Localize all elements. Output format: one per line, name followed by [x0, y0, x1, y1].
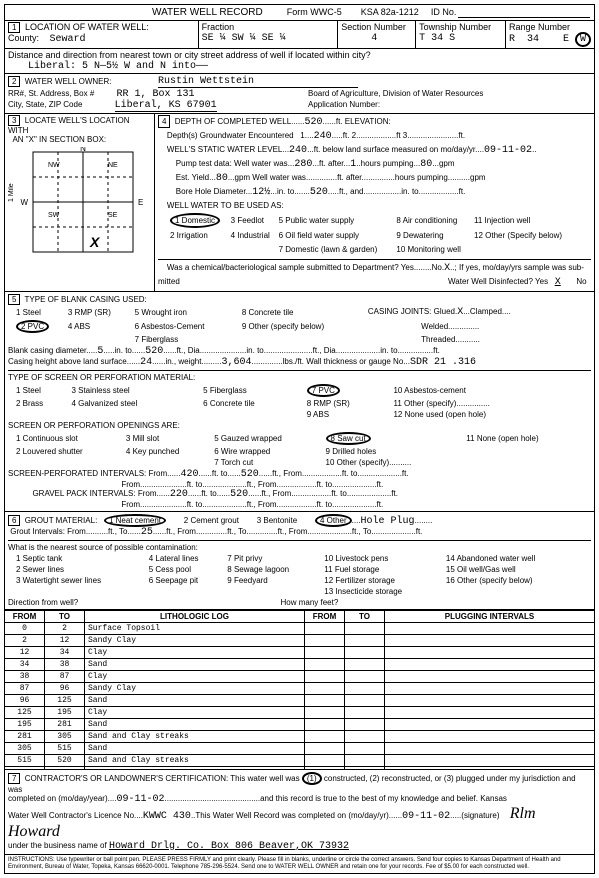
table-row: 281305Sand and Clay streaks [5, 730, 595, 742]
table-row: 515520Sand and Clay streaks [5, 754, 595, 766]
section-6: 6 GROUT MATERIAL: 1 Neat cement 2 Cement… [4, 512, 595, 610]
elev-label: ft. ELEVATION: [336, 117, 391, 126]
static-label: WELL'S STATIC WATER LEVEL [167, 145, 282, 154]
svg-text:NW: NW [48, 162, 60, 169]
township-label: Township Number [419, 22, 491, 32]
fraction-value: SE ¼ SW ¼ SE ¼ [202, 33, 286, 44]
table-row: 8796Sandy Clay [5, 682, 595, 694]
id-label: ID No. [429, 5, 459, 20]
section-3-4: 3 LOCATE WELL'S LOCATION WITH AN "X" IN … [4, 114, 595, 292]
table-row: 1234Clay [5, 646, 595, 658]
table-row: 305515Sand [5, 742, 595, 754]
section-2: 2 WATER WELL OWNER: Rustin Wettstein RR#… [4, 74, 595, 114]
section-label: Section Number [341, 22, 406, 32]
owner-name: Rustin Wettstein [158, 76, 358, 88]
table-row: 212Sandy Clay [5, 634, 595, 646]
lithologic-table: FROM TO LITHOLOGIC LOG FROM TO PLUGGING … [4, 610, 595, 770]
depth-label: DEPTH OF COMPLETED WELL [175, 117, 291, 126]
table-row: 96125Sand [5, 694, 595, 706]
range-value: R 34 E W [509, 34, 591, 45]
board: Board of Agriculture, Division of Water … [308, 89, 483, 98]
svg-text:N: N [80, 147, 86, 153]
form-title: WATER WELL RECORD [150, 5, 265, 20]
svg-text:NE: NE [108, 162, 118, 169]
svg-text:X: X [89, 234, 101, 250]
loc-label: LOCATION OF WATER WELL: [25, 22, 149, 32]
section-grid: N W E NW NE SW SE 1 Mile X [8, 147, 148, 257]
table-row: 02Surface Topsoil [5, 622, 595, 634]
addr-value: RR 1, Box 131 [117, 89, 195, 100]
ksa: KSA 82a-1212 [359, 5, 421, 20]
table-row: 3887Clay [5, 670, 595, 682]
township-value: T 34 S [419, 33, 455, 44]
svg-text:W: W [20, 198, 28, 207]
table-row: 3438Sand [5, 658, 595, 670]
fraction-label: Fraction [202, 22, 235, 32]
owner-label: WATER WELL OWNER: [25, 77, 112, 86]
footer: INSTRUCTIONS: Use typewriter or ball poi… [4, 855, 595, 874]
section-num-1: 1 [8, 22, 20, 33]
svg-text:1 Mile: 1 Mile [8, 183, 15, 202]
svg-text:SW: SW [48, 212, 60, 219]
app-label: Application Number: [308, 100, 380, 109]
section-value: 4 [371, 33, 377, 44]
section-num-6: 6 [8, 515, 20, 526]
city-label: City, State, ZIP Code [8, 100, 82, 109]
dist-label: Distance and direction from nearest town… [8, 50, 371, 60]
table-row: 195281Sand [5, 718, 595, 730]
city-value: Liberal, KS 67901 [115, 100, 217, 112]
section-num-3: 3 [8, 115, 20, 126]
section-1-header: 1 LOCATION OF WATER WELL: County: Seward… [4, 20, 595, 48]
section-7: 7 CONTRACTOR'S OR LANDOWNER'S CERTIFICAT… [4, 770, 595, 855]
county-value: Seward [50, 34, 86, 45]
title-row: WATER WELL RECORD Form WWC-5 KSA 82a-121… [4, 4, 595, 20]
dist-value: Liberal: 5 N—5½ W and N into—— [28, 61, 208, 72]
section-num-7: 7 [8, 773, 20, 784]
section-num-4: 4 [158, 115, 170, 128]
range-label: Range Number [509, 22, 570, 32]
use-label: WELL WATER TO BE USED AS: [167, 201, 284, 210]
distance-row: Distance and direction from nearest town… [4, 48, 595, 74]
addr-label: RR#, St. Address, Box # [8, 89, 94, 98]
svg-text:E: E [138, 198, 143, 207]
locate-label: LOCATE WELL'S LOCATION WITH AN "X" IN SE… [8, 116, 130, 144]
table-row: 125195Clay [5, 706, 595, 718]
section-num-2: 2 [8, 76, 20, 87]
depth-v: 520 [305, 117, 323, 128]
form-no: Form WWC-5 [285, 5, 344, 20]
page: WATER WELL RECORD Form WWC-5 KSA 82a-121… [0, 0, 599, 878]
section-5: 5 TYPE OF BLANK CASING USED: 1 Steel3 RM… [4, 292, 595, 512]
section-num-5: 5 [8, 294, 20, 305]
svg-text:SE: SE [108, 212, 118, 219]
county-label: County: [8, 33, 39, 43]
enc-label: Depth(s) Groundwater Encountered [167, 131, 294, 140]
